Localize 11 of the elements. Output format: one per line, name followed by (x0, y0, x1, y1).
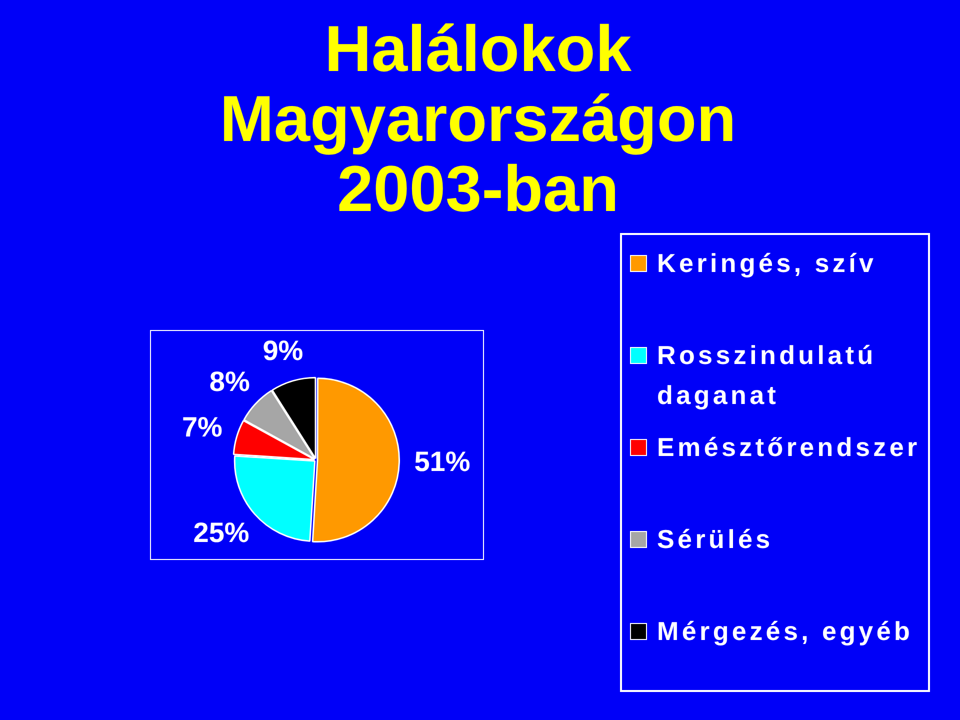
data-label: 7% (182, 411, 223, 442)
legend-label: Mérgezés, egyéb (657, 615, 914, 648)
data-label: 25% (193, 516, 250, 548)
legend-label: Emésztőrendszer (657, 431, 922, 464)
data-label: 8% (209, 366, 250, 397)
legend-label: Rosszindulatú daganat (657, 339, 878, 412)
data-label: 9% (262, 334, 304, 366)
data-label: 51% (414, 446, 470, 478)
chart-title: Halálokok Magyarországon 2003-ban (218, 12, 738, 225)
legend-label: Keringés, szív (657, 247, 878, 280)
legend-label: Sérülés (657, 523, 774, 556)
